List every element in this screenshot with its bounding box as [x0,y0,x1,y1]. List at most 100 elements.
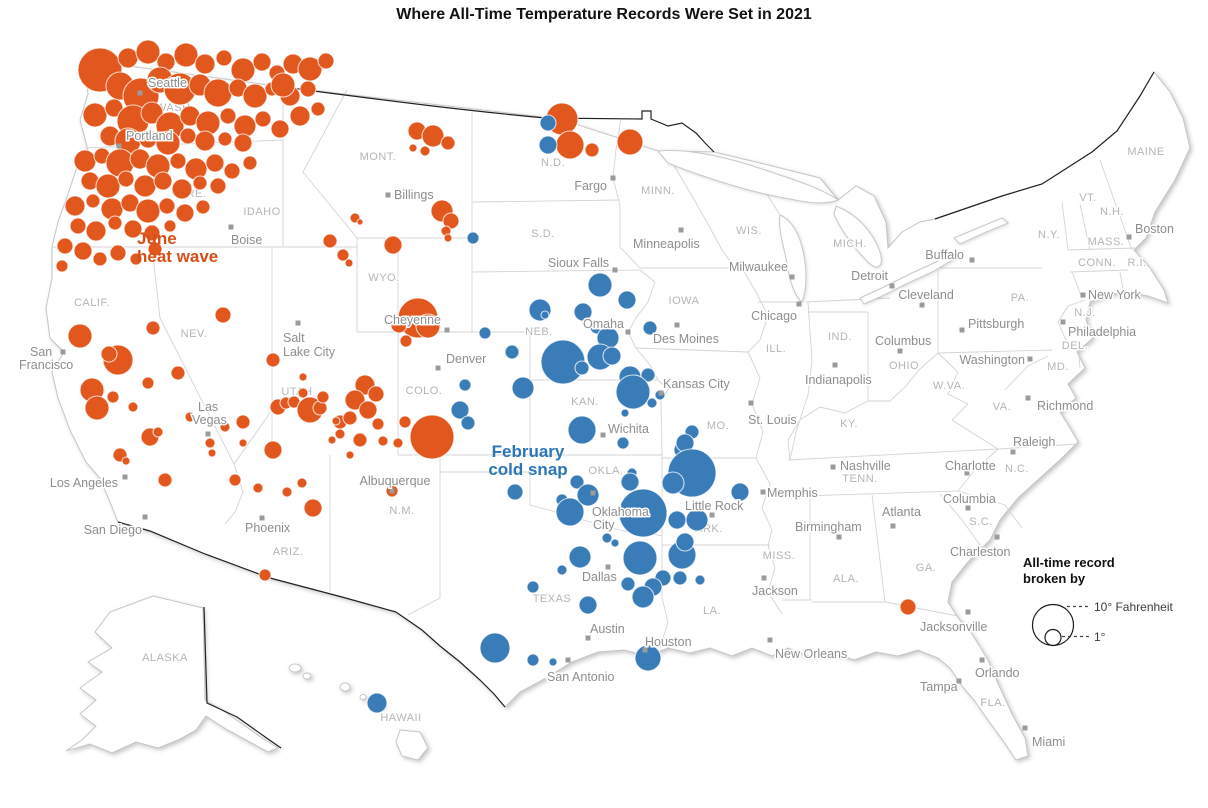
city-label-miami: Miami [1032,735,1065,749]
state-label-la: LA. [703,605,721,617]
cold-record-bubble [667,510,687,530]
city-marker-los-angeles [122,474,128,480]
city-label-new-orleans: New Orleans [775,647,847,661]
city-label-phoenix: Phoenix [245,521,291,535]
heat-record-bubble [152,426,164,438]
heat-record-bubble [242,155,258,171]
heat-record-bubble [84,395,110,421]
state-label-mo: MO. [707,420,729,432]
heat-record-bubble [263,440,283,460]
city-marker-washington [1027,356,1033,362]
state-label-n-h: N.H. [1100,206,1124,218]
heat-record-bubble [616,128,644,156]
heat-record-bubble [158,197,176,215]
heat-record-bubble [173,42,199,68]
city-marker-charleston [994,534,1000,540]
legend-label-10-degrees: 10° Fahrenheit [1094,600,1173,614]
heat-record-bubble [345,450,355,460]
heat-record-bubble [135,198,161,224]
heat-record-bubble [252,52,272,72]
city-label-jacksonville: Jacksonville [920,620,987,634]
city-label-dallas: Dallas [582,570,617,584]
city-marker-orlando [979,657,985,663]
state-label-n-m: N.M. [389,505,414,517]
cold-record-bubble [526,580,540,594]
cold-record-bubble [539,114,557,132]
heat-record-bubble [170,365,186,381]
heat-record-bubble [155,130,181,156]
city-label-san-francisco: Francisco [19,358,73,372]
city-marker-billings [385,192,391,198]
state-label-conn: CONN. [1078,257,1116,269]
heat-record-bubble [129,252,143,266]
city-marker-denver [435,365,441,371]
city-marker-columbia [965,505,971,511]
heat-record-bubble [419,145,431,157]
state-labels-layer: WASH.ORE.IDAHOMONT.WYO.CALIF.NEV.UTAHARI… [73,101,1166,726]
city-label-las-vegas: Vegas [192,413,227,427]
cold-record-bubble [569,474,585,490]
state-label-n-y: N.Y. [1038,229,1060,241]
heat-record-bubble [352,432,368,448]
cold-record-bubble [620,576,636,592]
heat-record-bubble [228,473,242,487]
cold-record-bubble [573,302,593,322]
heat-record-bubble [141,376,155,390]
state-label-minn: MINN. [641,185,675,197]
cold-record-bubble [634,644,662,672]
state-label-okla: OKLA. [589,465,624,477]
city-marker-san-francisco [60,349,66,355]
heat-record-bubble [175,203,195,223]
city-label-indianapolis: Indianapolis [805,373,872,387]
cold-record-bubble [640,367,656,383]
heat-annotation-line1: June [137,229,177,248]
city-marker-las-vegas [205,431,211,437]
city-label-charleston: Charleston [950,545,1010,559]
heat-record-bubble [207,448,217,458]
state-label-mass: MASS. [1088,236,1125,248]
cold-record-bubble [661,471,685,495]
state-label-kan: KAN. [571,396,599,408]
city-marker-little-rock [709,512,715,518]
alaska-outline [65,595,280,754]
heat-record-bubble [135,39,161,65]
cold-record-bubble [587,272,613,298]
heat-record-bubble [235,414,251,430]
heat-record-bubble [123,219,143,239]
city-marker-cheyenne [444,327,450,333]
heat-record-bubble [392,437,404,449]
heat-record-bubble [899,598,917,616]
cold-record-bubble [617,290,637,310]
state-label-ohio: OHIO [889,360,919,372]
heat-record-bubble [117,170,135,188]
state-label-s-d: S.D. [531,228,554,240]
heat-record-bubble [421,124,445,148]
city-label-houston: Houston [645,635,692,649]
heat-record-bubble [204,437,216,449]
city-marker-houston [642,647,648,653]
heat-record-bubble [555,130,585,160]
heat-record-bubble [356,218,364,226]
city-marker-atlanta [890,523,896,529]
state-label-wis: WIS. [736,225,762,237]
city-label-oklahoma-city: Oklahoma [592,505,649,519]
city-label-atlanta: Atlanta [882,505,921,519]
heat-record-bubble [140,101,164,125]
city-marker-fargo [610,175,616,181]
state-label-iowa: IOWA [669,295,700,307]
cold-record-bubble [576,483,600,507]
heat-record-bubble [145,320,161,336]
heat-record-bubble [73,149,97,173]
heat-record-bubble [331,416,341,426]
heat-record-bubble [203,78,233,108]
cold-record-bubble [450,400,470,420]
city-marker-pittsburgh [959,327,965,333]
heat-record-bubble [584,142,600,158]
heat-record-bubble [408,143,418,153]
alaska-canada-border [203,606,282,749]
heat-record-bubble [67,323,93,349]
state-label-mont: MONT. [360,151,397,163]
cold-record-bubble [574,360,590,376]
city-label-boston: Boston [1135,222,1174,236]
